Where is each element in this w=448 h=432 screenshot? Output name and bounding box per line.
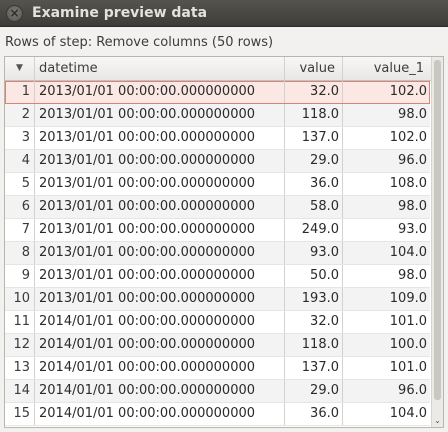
cell-datetime[interactable]: 2013/01/01 00:00:00.000000000 [35,127,285,149]
row-index[interactable]: 15 [5,403,35,425]
cell-value-1[interactable]: 93.0 [398,222,427,237]
table-row[interactable]: 14 2014/01/01 00:00:00.000000000 29.0 96.0 [5,380,430,403]
column-header-value-1[interactable]: value_1 [373,61,424,76]
table-row[interactable]: 11 2014/01/01 00:00:00.000000000 32.0 101.0 [5,311,430,334]
cell-datetime[interactable]: 2013/01/01 00:00:00.000000000 [35,173,285,195]
cell-datetime[interactable]: 2014/01/01 00:00:00.000000000 [35,403,285,425]
cell-value-1[interactable]: 96.0 [398,153,427,168]
scrollbar-thumb[interactable] [434,60,441,400]
cell-datetime[interactable]: 2014/01/01 00:00:00.000000000 [35,380,285,402]
column-header-datetime[interactable]: datetime [35,57,285,80]
cell-value[interactable]: 58.0 [285,196,343,218]
cell-value[interactable]: 36.0 [285,403,343,425]
table-row[interactable]: 9 2013/01/01 00:00:00.000000000 50.0 98.0 [5,265,430,288]
row-index[interactable]: 5 [5,173,35,195]
cell-value[interactable]: 50.0 [285,265,343,287]
cell-value[interactable]: 193.0 [285,288,343,310]
row-index[interactable]: 6 [5,196,35,218]
cell-value[interactable]: 32.0 [285,81,343,103]
window-title: Examine preview data [32,5,208,21]
cell-value-1[interactable]: 100.0 [389,337,427,352]
cell-value[interactable]: 137.0 [285,127,343,149]
cell-value-1[interactable]: 98.0 [398,107,427,122]
table-row[interactable]: 10 2013/01/01 00:00:00.000000000 193.0 109.… [5,288,430,311]
cell-value-1[interactable]: 108.0 [389,176,427,191]
vertical-scrollbar[interactable]: ⌄ [431,57,443,427]
cell-value-1[interactable]: 101.0 [389,314,427,329]
table-row[interactable]: 1 2013/01/01 00:00:00.000000000 32.0 102.0 [5,81,430,104]
cell-value[interactable]: 32.0 [285,311,343,333]
table-row[interactable]: 5 2013/01/01 00:00:00.000000000 36.0 108.0 [5,173,430,196]
row-index[interactable]: 3 [5,127,35,149]
cell-datetime[interactable]: 2014/01/01 00:00:00.000000000 [35,357,285,379]
table-row[interactable]: 13 2014/01/01 00:00:00.000000000 137.0 101.… [5,357,430,380]
cell-value[interactable]: 137.0 [285,357,343,379]
row-index[interactable]: 1 [5,81,35,103]
cell-value-1[interactable]: 96.0 [398,383,427,398]
row-index[interactable]: 8 [5,242,35,264]
row-index[interactable]: 10 [5,288,35,310]
cell-datetime[interactable]: 2013/01/01 00:00:00.000000000 [35,196,285,218]
cell-value[interactable]: 36.0 [285,173,343,195]
table-row[interactable]: 3 2013/01/01 00:00:00.000000000 137.0 102.0 [5,127,430,150]
cell-datetime[interactable]: 2014/01/01 00:00:00.000000000 [35,334,285,356]
table-header: ▼ datetime value value_1 [5,57,443,81]
table-row[interactable]: 7 2013/01/01 00:00:00.000000000 249.0 93.0 [5,219,430,242]
cell-value-1[interactable]: 101.0 [389,360,427,375]
cell-value[interactable]: 93.0 [285,242,343,264]
table-body: 1 2013/01/01 00:00:00.000000000 32.0 102.0 2… [5,81,430,426]
table-row[interactable]: 4 2013/01/01 00:00:00.000000000 29.0 96.0 [5,150,430,173]
column-header-value[interactable]: value [285,57,343,80]
row-index[interactable]: 7 [5,219,35,241]
preview-table[interactable]: ▼ datetime value value_1 1 2013/01/01 00:… [4,56,444,428]
cell-value-1[interactable]: 98.0 [398,199,427,214]
cell-value[interactable]: 118.0 [285,104,343,126]
table-row[interactable]: 12 2014/01/01 00:00:00.000000000 118.0 100.… [5,334,430,357]
cell-value[interactable]: 29.0 [285,150,343,172]
title-bar: × Examine preview data [0,0,448,27]
row-index[interactable]: 11 [5,311,35,333]
cell-value[interactable]: 118.0 [285,334,343,356]
row-index[interactable]: 14 [5,380,35,402]
cell-datetime[interactable]: 2013/01/01 00:00:00.000000000 [35,150,285,172]
cell-value-1[interactable]: 102.0 [389,84,427,99]
table-row[interactable]: 2 2013/01/01 00:00:00.000000000 118.0 98.0 [5,104,430,127]
table-row[interactable]: 8 2013/01/01 00:00:00.000000000 93.0 104.0 [5,242,430,265]
cell-datetime[interactable]: 2013/01/01 00:00:00.000000000 [35,288,285,310]
cell-value-1[interactable]: 104.0 [389,245,427,260]
cell-datetime[interactable]: 2013/01/01 00:00:00.000000000 [35,81,285,103]
cell-value-1[interactable]: 104.0 [389,406,427,421]
row-index[interactable]: 9 [5,265,35,287]
cell-value-1[interactable]: 102.0 [389,130,427,145]
scroll-down-arrow-icon[interactable]: ⌄ [434,416,441,425]
close-icon[interactable]: × [6,5,23,22]
cell-datetime[interactable]: 2013/01/01 00:00:00.000000000 [35,242,285,264]
rows-caption: Rows of step: Remove columns (50 rows) [5,35,274,50]
cell-datetime[interactable]: 2014/01/01 00:00:00.000000000 [35,311,285,333]
row-index[interactable]: 2 [5,104,35,126]
sort-indicator-icon[interactable]: ▼ [5,57,35,80]
cell-value-1[interactable]: 98.0 [398,268,427,283]
row-index[interactable]: 13 [5,357,35,379]
cell-datetime[interactable]: 2013/01/01 00:00:00.000000000 [35,265,285,287]
row-index[interactable]: 4 [5,150,35,172]
table-row[interactable]: 6 2013/01/01 00:00:00.000000000 58.0 98.0 [5,196,430,219]
cell-value[interactable]: 29.0 [285,380,343,402]
cell-datetime[interactable]: 2013/01/01 00:00:00.000000000 [35,219,285,241]
cell-value[interactable]: 249.0 [285,219,343,241]
table-row[interactable]: 15 2014/01/01 00:00:00.000000000 36.0 104.0 [5,403,430,426]
row-index[interactable]: 12 [5,334,35,356]
cell-datetime[interactable]: 2013/01/01 00:00:00.000000000 [35,104,285,126]
cell-value-1[interactable]: 109.0 [389,291,427,306]
